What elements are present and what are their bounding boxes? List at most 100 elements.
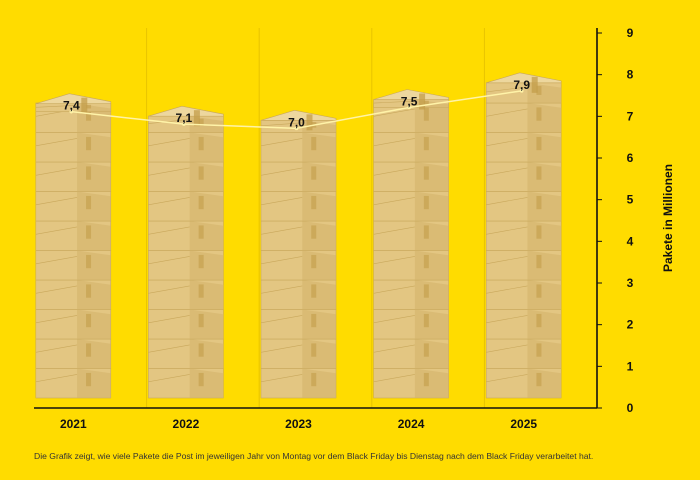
box-tape <box>536 136 542 151</box>
box-tape <box>311 136 317 151</box>
box-tape <box>311 166 317 180</box>
box-crease <box>260 374 303 383</box>
trend-point-2025 <box>519 89 524 93</box>
box-side <box>77 339 111 369</box>
box-crease <box>35 167 78 176</box>
box-tape <box>86 284 92 298</box>
y-tick-label-0: 0 <box>627 401 634 415</box>
box-side <box>302 191 336 221</box>
box-crease <box>35 104 78 108</box>
box-crease <box>373 138 415 147</box>
y-tick-label-1: 1 <box>627 359 634 373</box>
box-tape <box>311 313 317 328</box>
box-side <box>77 162 111 192</box>
box-tape <box>536 85 542 95</box>
box-tape <box>536 195 542 210</box>
box-tape <box>536 254 542 269</box>
box-crease <box>373 167 415 176</box>
box-lid-tape <box>419 93 426 110</box>
line-layer <box>69 89 524 131</box>
box-crease <box>35 226 78 235</box>
box-tape <box>536 284 542 298</box>
x-tick-label-2023: 2023 <box>285 417 312 431</box>
box-crease <box>260 167 303 176</box>
box-side <box>189 309 224 339</box>
box-side <box>414 280 449 310</box>
box-crease <box>260 138 303 147</box>
box-crease <box>35 197 78 206</box>
box-side <box>302 368 336 398</box>
labels-layer: 7,4 7,1 7,0 7,5 7,9 <box>63 78 530 130</box>
y-tick-label-3: 3 <box>627 276 634 290</box>
box-lid-tape <box>306 114 313 131</box>
box-side <box>414 191 449 221</box>
box-tape <box>198 372 204 387</box>
box-tape <box>198 343 204 357</box>
box-tape <box>423 313 429 328</box>
box-side <box>77 132 111 162</box>
bar-2021: 2021: 7,4 <box>35 93 112 399</box>
box-lid-tape <box>531 76 538 93</box>
box-crease <box>260 197 303 206</box>
box-tape <box>198 284 204 298</box>
bar-2022: 2022: 7,1 <box>148 105 224 399</box>
box-side <box>302 280 336 310</box>
box-tape <box>198 313 204 328</box>
trend-point-2024 <box>407 105 411 110</box>
box-crease <box>260 226 303 235</box>
box-tape <box>198 136 204 151</box>
box-side <box>189 191 224 221</box>
box-crease <box>373 344 415 353</box>
box-tape <box>86 225 92 239</box>
y-tick-label-6: 6 <box>627 151 634 165</box>
y-tick-label-9: 9 <box>627 26 634 40</box>
y-tick-label-4: 4 <box>627 234 634 248</box>
box-crease <box>260 315 303 324</box>
box-tape <box>423 136 429 151</box>
box-side <box>527 103 562 133</box>
box-side <box>414 103 449 133</box>
box-tape <box>423 284 429 298</box>
data-label-2021: 7,4 <box>63 99 80 113</box>
trend-point-2023 <box>294 126 299 131</box>
box-side <box>414 162 449 192</box>
box-tape <box>536 225 542 239</box>
box-tape <box>198 225 204 239</box>
trend-point-2021 <box>69 109 74 114</box>
box-crease <box>148 344 190 353</box>
box-crease <box>148 226 190 235</box>
x-tick-label-2022: 2022 <box>173 417 200 431</box>
box-side <box>189 280 224 310</box>
box-crease <box>486 108 528 117</box>
box-tape <box>311 343 317 357</box>
box-crease <box>373 100 415 104</box>
box-side <box>414 309 449 339</box>
box-crease <box>35 138 78 147</box>
box-crease <box>35 344 78 353</box>
box-side <box>414 221 449 251</box>
axis-layer: 2021 2022 2023 2024 2025 0 1 2 3 4 5 6 7 8 9 Pakete in … <box>34 26 675 431</box>
box-crease <box>260 256 303 265</box>
box-tape <box>311 225 317 239</box>
box-tape <box>86 136 92 151</box>
box-crease <box>260 344 303 353</box>
box-tape <box>86 166 92 180</box>
y-tick-label-8: 8 <box>627 68 634 82</box>
box-tape <box>536 107 542 121</box>
box-tape <box>198 195 204 210</box>
box-crease <box>486 138 528 147</box>
box-side <box>414 132 449 162</box>
box-crease <box>486 374 528 383</box>
box-crease <box>148 138 190 147</box>
box-crease <box>486 256 528 265</box>
x-tick-label-2021: 2021 <box>60 417 87 431</box>
box-tape <box>86 254 92 269</box>
box-crease <box>35 374 78 383</box>
box-tape <box>311 195 317 210</box>
x-tick-label-2024: 2024 <box>398 417 425 431</box>
box-side <box>189 162 224 192</box>
box-crease <box>486 285 528 294</box>
box-tape <box>86 343 92 357</box>
box-tape <box>198 254 204 269</box>
box-crease <box>373 197 415 206</box>
